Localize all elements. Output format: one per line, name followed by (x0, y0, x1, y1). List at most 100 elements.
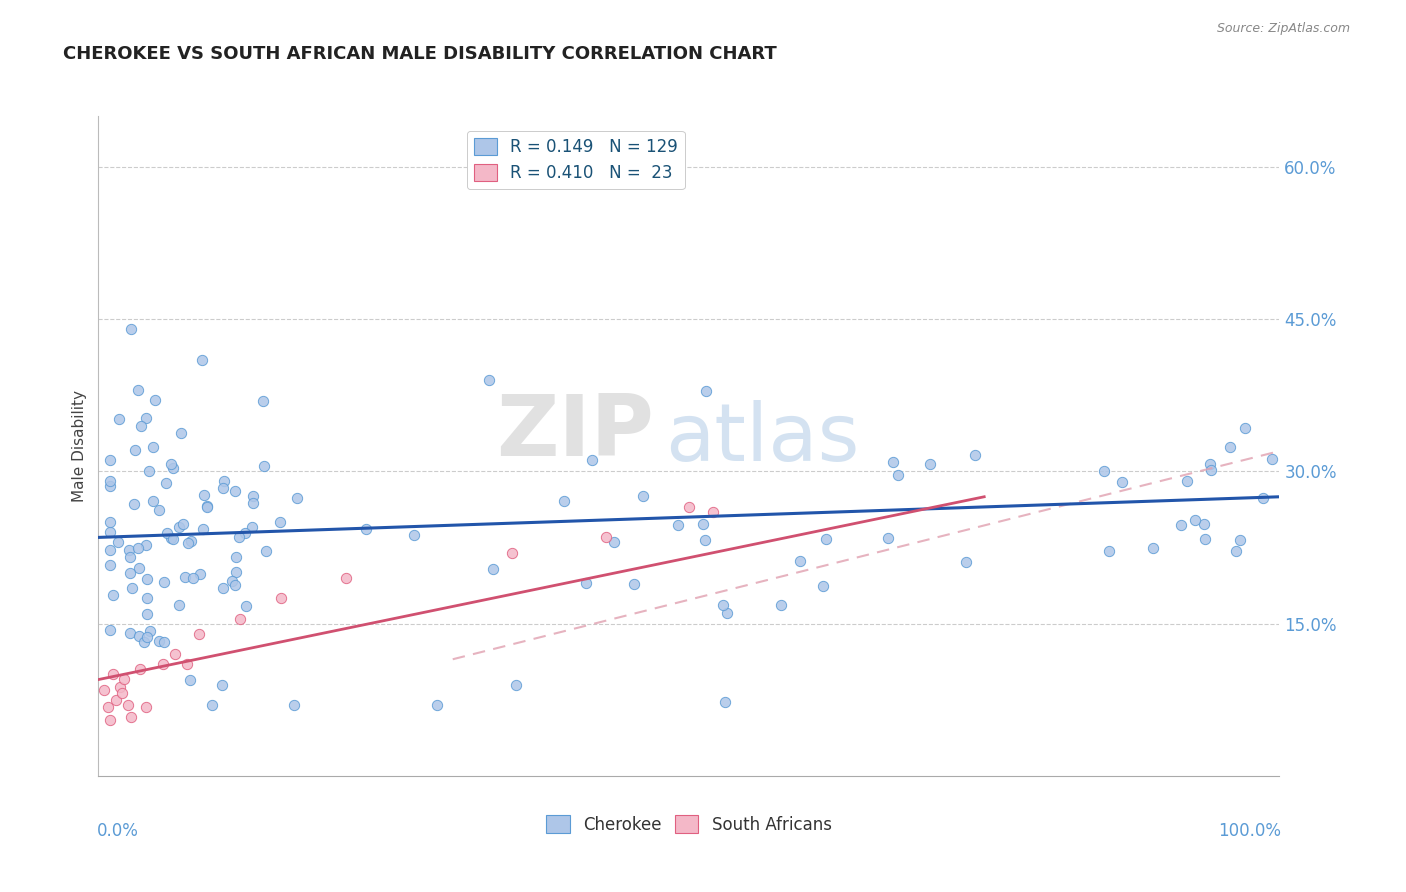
Point (211, 481, 233, 495)
Point (426, 698, 449, 712)
Point (193, 488, 215, 502)
Point (211, 678, 233, 692)
Point (269, 515, 291, 529)
Point (135, 572, 157, 586)
Point (142, 494, 165, 508)
Point (165, 647, 187, 661)
Point (702, 505, 724, 519)
Point (1199, 463, 1222, 477)
Text: CHEROKEE VS SOUTH AFRICAN MALE DISABILITY CORRELATION CHART: CHEROKEE VS SOUTH AFRICAN MALE DISABILIT… (63, 45, 778, 62)
Legend: Cherokee, South Africans: Cherokee, South Africans (540, 809, 838, 840)
Point (124, 442, 146, 457)
Point (112, 672, 135, 686)
Point (692, 516, 714, 531)
Point (176, 657, 198, 672)
Point (225, 550, 247, 565)
Point (789, 554, 811, 568)
Point (887, 468, 910, 483)
Point (118, 625, 141, 640)
Point (225, 565, 247, 579)
Point (229, 612, 252, 626)
Point (769, 599, 792, 613)
Point (1261, 452, 1284, 467)
Point (695, 384, 717, 398)
Point (1198, 457, 1220, 471)
Point (623, 577, 645, 591)
Point (224, 577, 246, 591)
Point (631, 489, 654, 503)
Point (1175, 474, 1198, 488)
Point (252, 393, 274, 408)
Point (167, 519, 190, 533)
Point (139, 624, 162, 638)
Point (965, 449, 987, 463)
Point (181, 571, 204, 585)
Point (1111, 475, 1133, 489)
Point (1251, 491, 1274, 506)
Point (187, 627, 209, 641)
Point (195, 499, 218, 513)
Point (107, 535, 129, 549)
Point (233, 526, 256, 541)
Point (1194, 532, 1216, 546)
Point (98, 624, 121, 638)
Point (814, 532, 837, 546)
Point (135, 700, 157, 714)
Point (98, 525, 121, 540)
Point (811, 579, 834, 593)
Point (98, 479, 121, 493)
Point (242, 496, 264, 510)
Point (162, 461, 184, 475)
Point (128, 662, 150, 676)
Point (135, 630, 157, 644)
Point (174, 570, 197, 584)
Point (134, 635, 156, 649)
Point (108, 680, 131, 694)
Point (1094, 464, 1116, 478)
Point (1097, 544, 1119, 558)
Point (553, 493, 575, 508)
Point (1219, 440, 1241, 454)
Point (180, 533, 202, 548)
Point (138, 465, 160, 479)
Point (97, 700, 120, 714)
Point (93, 682, 115, 697)
Point (1142, 541, 1164, 556)
Point (101, 667, 124, 681)
Point (240, 520, 263, 534)
Point (156, 525, 179, 540)
Point (270, 591, 292, 606)
Point (711, 599, 734, 613)
Text: ZIP: ZIP (496, 392, 654, 475)
Point (148, 633, 170, 648)
Point (501, 546, 523, 560)
Point (179, 673, 201, 688)
Point (98, 452, 121, 467)
Point (224, 484, 246, 499)
Point (283, 698, 305, 712)
Point (98, 558, 121, 572)
Point (575, 575, 598, 590)
Point (152, 657, 174, 672)
Point (153, 635, 176, 649)
Point (1233, 421, 1256, 435)
Point (603, 535, 626, 549)
Point (1229, 533, 1251, 548)
Point (160, 457, 183, 471)
Point (287, 491, 309, 506)
Point (101, 588, 124, 602)
Point (135, 607, 157, 622)
Point (169, 425, 191, 440)
Point (1184, 513, 1206, 527)
Point (482, 562, 505, 576)
Point (221, 574, 243, 589)
Point (714, 695, 737, 709)
Point (402, 528, 425, 542)
Point (212, 581, 235, 595)
Point (98, 474, 121, 488)
Point (212, 474, 235, 488)
Point (127, 541, 149, 555)
Point (148, 502, 170, 516)
Text: Source: ZipAtlas.com: Source: ZipAtlas.com (1216, 22, 1350, 36)
Point (195, 500, 218, 514)
